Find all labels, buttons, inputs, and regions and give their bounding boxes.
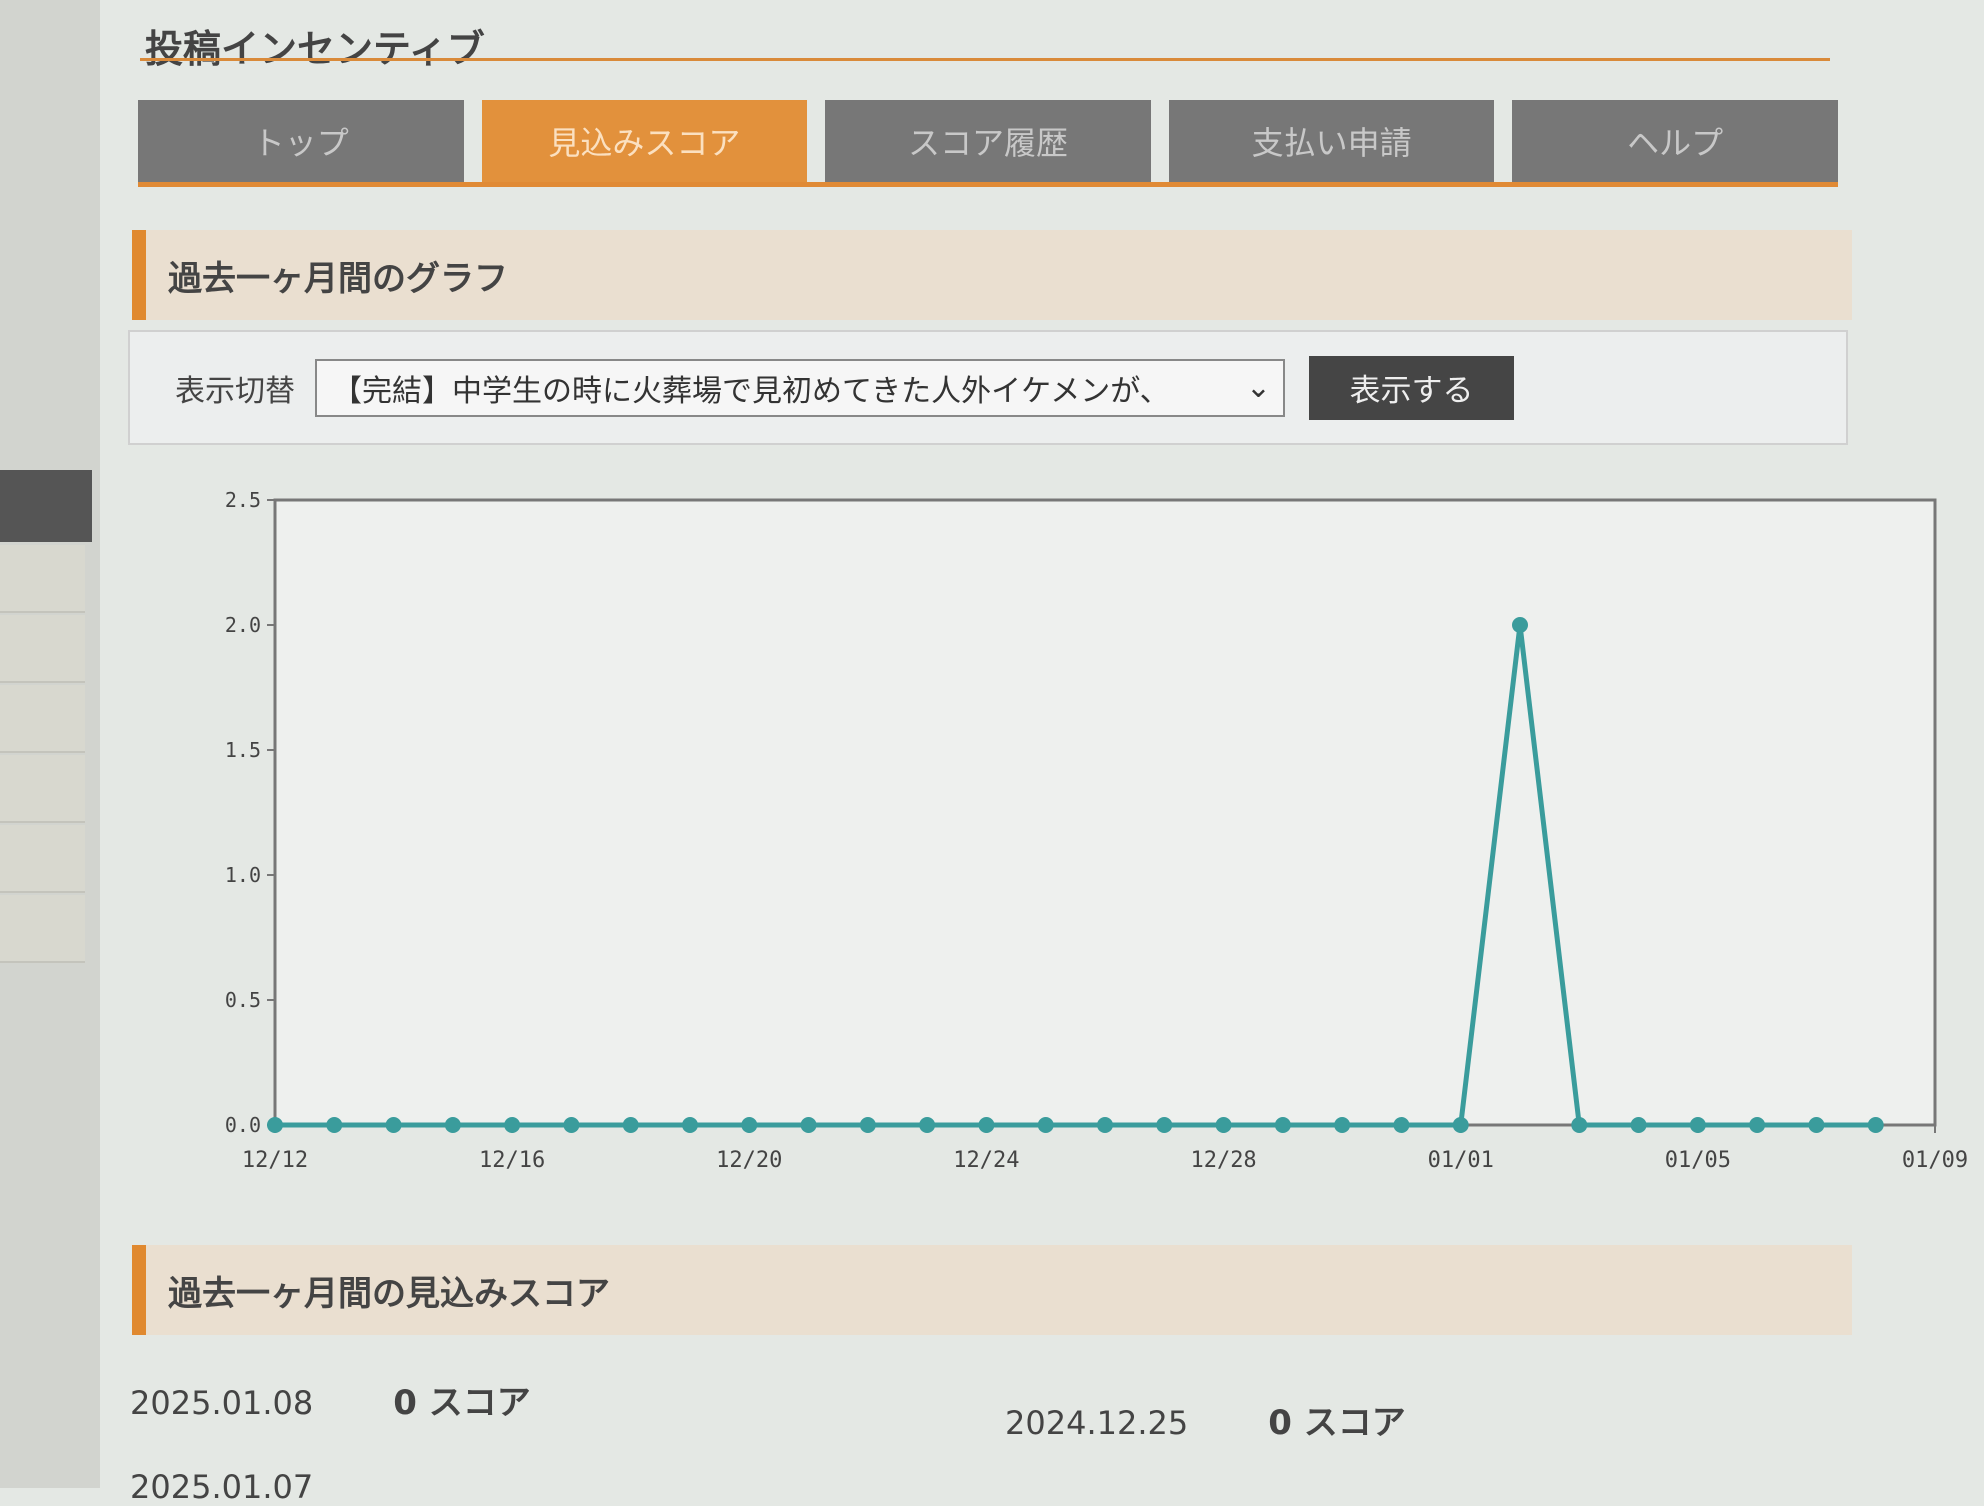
score-value: 0 スコア bbox=[393, 1383, 531, 1423]
data-point bbox=[741, 1117, 758, 1133]
data-point bbox=[978, 1117, 995, 1133]
data-point bbox=[919, 1117, 936, 1133]
y-tick-label: 2.5 bbox=[225, 488, 261, 512]
score-section-heading: 過去一ヶ月間の見込みスコア bbox=[132, 1245, 1852, 1335]
score-date: 2025.01.08 bbox=[130, 1384, 314, 1422]
sidebar-item[interactable] bbox=[0, 545, 85, 613]
sidebar-item[interactable] bbox=[0, 755, 85, 823]
x-tick-label: 01/05 bbox=[1665, 1148, 1731, 1173]
data-point bbox=[1274, 1117, 1291, 1133]
tab-expected-score[interactable]: 見込みスコア bbox=[481, 100, 808, 182]
data-point bbox=[267, 1117, 283, 1133]
sidebar bbox=[0, 0, 100, 1488]
data-point bbox=[1749, 1117, 1766, 1133]
filter-label: 表示切替 bbox=[175, 373, 295, 409]
data-point bbox=[859, 1117, 876, 1133]
data-point bbox=[1037, 1117, 1054, 1133]
graph-section-heading: 過去一ヶ月間のグラフ bbox=[132, 230, 1852, 320]
score-date: 2025.01.07 bbox=[130, 1468, 314, 1506]
data-point bbox=[1334, 1117, 1351, 1133]
data-point bbox=[622, 1117, 639, 1133]
data-point bbox=[1215, 1117, 1232, 1133]
tab-top[interactable]: トップ bbox=[138, 100, 464, 182]
work-select[interactable]: 【完結】中学生の時に火葬場で見初めてきた人外イケメンが、 ⌄ bbox=[315, 358, 1285, 417]
tab-score-history[interactable]: スコア履歴 bbox=[825, 100, 1151, 182]
tab-help[interactable]: ヘルプ bbox=[1512, 100, 1838, 182]
data-point bbox=[1097, 1117, 1113, 1133]
sidebar-item[interactable] bbox=[0, 895, 85, 963]
y-tick-label: 0.5 bbox=[225, 988, 261, 1012]
score-value: 0 スコア bbox=[1268, 1403, 1406, 1443]
data-point bbox=[444, 1117, 461, 1133]
chevron-down-icon: ⌄ bbox=[1245, 370, 1271, 405]
y-tick-label: 1.5 bbox=[225, 738, 261, 762]
display-filter: 表示切替 【完結】中学生の時に火葬場で見初めてきた人外イケメンが、 ⌄ 表示する bbox=[128, 330, 1848, 445]
data-point bbox=[1452, 1117, 1469, 1133]
x-tick-label: 12/28 bbox=[1190, 1148, 1256, 1173]
x-tick-label: 01/01 bbox=[1428, 1148, 1494, 1173]
data-point bbox=[326, 1117, 343, 1133]
score-row: 2025.01.07 bbox=[130, 1468, 313, 1506]
x-tick-label: 12/20 bbox=[716, 1148, 782, 1173]
data-point bbox=[1156, 1117, 1173, 1133]
x-tick-label: 12/12 bbox=[242, 1148, 308, 1173]
plot-area bbox=[273, 498, 1937, 1127]
show-button[interactable]: 表示する bbox=[1309, 355, 1514, 420]
x-tick-label: 12/24 bbox=[953, 1148, 1019, 1173]
data-point bbox=[682, 1117, 698, 1133]
tab-payment-request[interactable]: 支払い申請 bbox=[1168, 100, 1495, 182]
data-point bbox=[1630, 1117, 1647, 1133]
data-point bbox=[1571, 1117, 1588, 1133]
x-tick-label: 12/16 bbox=[479, 1148, 545, 1173]
score-row: 2024.12.25 0 スコア bbox=[1005, 1395, 1406, 1444]
x-tick-label: 01/09 bbox=[1902, 1148, 1968, 1173]
title-divider bbox=[140, 58, 1830, 61]
data-point bbox=[1867, 1117, 1884, 1133]
tab-bar: トップ 見込みスコア スコア履歴 支払い申請 ヘルプ bbox=[138, 100, 1838, 187]
data-point bbox=[1393, 1117, 1410, 1133]
data-point bbox=[1808, 1117, 1825, 1133]
sidebar-item[interactable] bbox=[0, 615, 85, 683]
y-tick-label: 2.0 bbox=[225, 613, 261, 637]
page-title: 投稿インセンティブ bbox=[145, 27, 485, 71]
data-point bbox=[800, 1117, 817, 1133]
score-chart: 0.0 0.5 1.0 1.5 2.0 2.5 12/12 12/16 12/20 12/24 12… bbox=[225, 488, 1968, 1173]
data-point bbox=[563, 1117, 580, 1133]
data-point bbox=[385, 1117, 402, 1133]
y-tick-label: 1.0 bbox=[225, 863, 261, 887]
series-line bbox=[275, 624, 1876, 1128]
data-point bbox=[504, 1117, 521, 1133]
data-point bbox=[1689, 1117, 1706, 1133]
sidebar-item[interactable] bbox=[0, 825, 85, 893]
work-select-value: 【完結】中学生の時に火葬場で見初めてきた人外イケメンが、 bbox=[332, 373, 1170, 409]
score-row: 2025.01.08 0 スコア bbox=[130, 1375, 531, 1424]
data-point bbox=[1512, 617, 1528, 633]
sidebar-active-item[interactable] bbox=[0, 470, 92, 542]
score-date: 2024.12.25 bbox=[1005, 1404, 1189, 1442]
y-tick-label: 0.0 bbox=[225, 1113, 261, 1137]
sidebar-item[interactable] bbox=[0, 685, 85, 753]
